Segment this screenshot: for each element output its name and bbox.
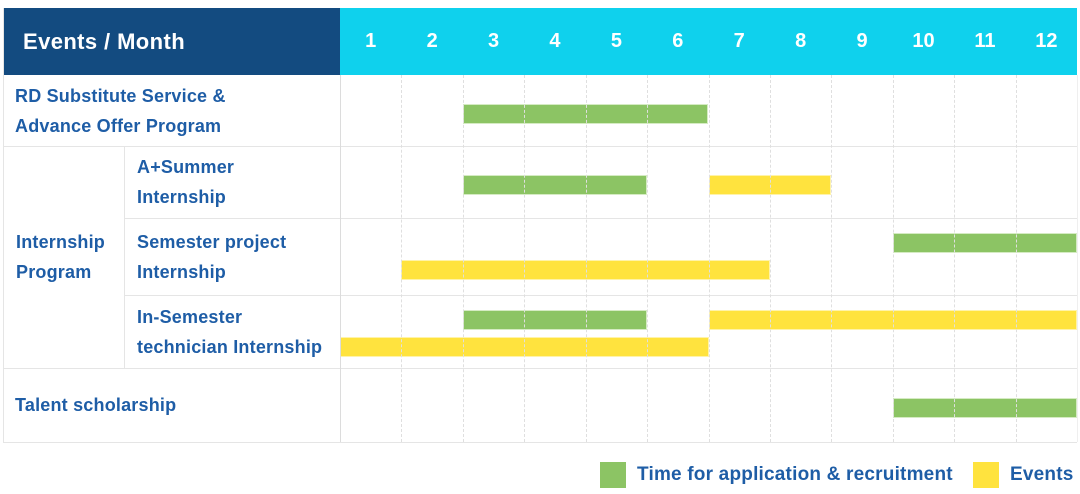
month-tick-11: 11 xyxy=(974,30,996,52)
month-column-line xyxy=(585,75,587,442)
row-label-line: Internship xyxy=(137,187,227,207)
month-column-line xyxy=(462,75,464,442)
legend-label-application: Time for application & recruitment xyxy=(637,463,953,485)
row-line xyxy=(3,146,1077,147)
row-label-5: Talent scholarship xyxy=(15,368,340,442)
legend-item-event: Events xyxy=(973,461,1074,488)
events-month-header-label: Events / Month xyxy=(23,28,186,54)
month-column-line xyxy=(769,75,771,442)
row-label-2: A+Summer Internship xyxy=(137,146,340,218)
application-recruitment-bar xyxy=(462,310,648,330)
month-column-line xyxy=(401,75,403,442)
table-right-border xyxy=(1077,75,1078,442)
month-column-line xyxy=(647,75,649,442)
legend-label-event: Events xyxy=(1010,463,1074,485)
group-label-line: Program xyxy=(16,262,92,282)
month-tick-6: 6 xyxy=(672,30,684,52)
month-tick-3: 3 xyxy=(487,30,500,52)
month-tick-12: 12 xyxy=(1035,30,1058,52)
month-column-line xyxy=(524,75,526,442)
month-tick-10: 10 xyxy=(912,30,935,52)
row-label-line: In-Semester xyxy=(137,306,243,327)
sub-row-line xyxy=(124,218,1077,219)
events-month-header-cell: Events / Month xyxy=(3,8,340,75)
group-divider-line xyxy=(124,146,125,368)
legend-item-application: Time for application & recruitment xyxy=(600,461,953,488)
month-tick-5: 5 xyxy=(610,30,622,52)
application-recruitment-bar xyxy=(892,398,1077,418)
row-label-1: RD Substitute Service & Advance Offer Pro… xyxy=(15,75,340,146)
events-swatch xyxy=(973,461,999,488)
month-column-line xyxy=(831,75,833,442)
month-tick-8: 8 xyxy=(795,30,807,52)
month-tick-4: 4 xyxy=(549,30,561,52)
row-label-4: In-Semester technician Internship xyxy=(137,295,340,368)
month-tick-2: 2 xyxy=(426,30,438,52)
row-label-line: Internship xyxy=(137,261,227,282)
row-label-line: A+Summer xyxy=(137,157,235,177)
table-left-border xyxy=(3,8,4,442)
month-column-line xyxy=(892,75,894,442)
month-axis: 1 2 3 4 5 6 7 8 9 10 11 12 xyxy=(340,8,1077,75)
group-label-line: Internship xyxy=(16,232,106,252)
sub-row-line xyxy=(124,295,1077,296)
month-tick-7: 7 xyxy=(733,30,745,52)
application-recruitment-bar xyxy=(462,175,648,195)
row-line xyxy=(3,442,1077,443)
row-label-3: Semester project Internship xyxy=(137,218,340,295)
month-tick-9: 9 xyxy=(856,30,868,52)
month-column-line xyxy=(1015,75,1017,442)
row-label-line: RD Substitute Service & xyxy=(15,85,226,106)
row-label-line: Talent scholarship xyxy=(15,395,177,415)
application-recruitment-swatch xyxy=(600,461,626,488)
grid-left-line xyxy=(340,75,341,442)
row-label-line: Advance Offer Program xyxy=(15,115,222,136)
month-tick-1: 1 xyxy=(365,30,377,52)
month-column-line xyxy=(954,75,956,442)
row-label-line: Semester project xyxy=(137,231,287,252)
row-label-line: technician Internship xyxy=(137,336,323,357)
row-line xyxy=(3,368,1077,369)
group-label-internship-program: Internship Program xyxy=(16,146,124,368)
month-column-line xyxy=(708,75,710,442)
application-recruitment-bar xyxy=(892,233,1077,253)
